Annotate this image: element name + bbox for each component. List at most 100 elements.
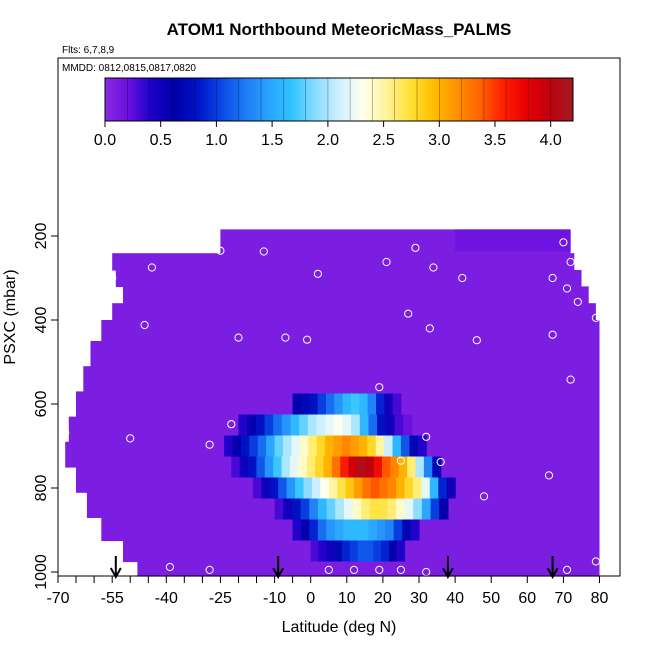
heatmap-cell — [292, 393, 302, 415]
heatmap-cell — [429, 477, 439, 499]
observation-marker — [140, 320, 149, 330]
arrow-head — [546, 567, 559, 580]
x-tick-label: -10 — [263, 590, 286, 607]
heatmap-cell — [334, 393, 344, 415]
heatmap-cell — [335, 498, 345, 520]
heatmap-band — [112, 303, 596, 321]
heatmap-cell — [423, 456, 433, 478]
arrow-markers — [109, 556, 559, 580]
y-tick-label: 600 — [33, 391, 50, 418]
heatmap-cell — [373, 540, 382, 562]
heatmap-cell — [301, 393, 310, 415]
heatmap-cell — [384, 393, 394, 415]
chart-title: ATOM1 Northbound MeteoricMass_PALMS — [167, 20, 512, 39]
heatmap-cell — [317, 498, 328, 520]
heatmap-cell — [350, 435, 360, 457]
heatmap-cell — [342, 393, 352, 415]
heatmap-cell — [349, 540, 359, 562]
x-tick-label: 40 — [446, 590, 464, 607]
observation-marker — [562, 565, 572, 575]
observation-marker — [165, 562, 174, 572]
observation-marker — [227, 420, 236, 429]
heatmap-cell — [278, 477, 288, 499]
colorbar-tick-label: 4.0 — [540, 132, 562, 149]
heatmap-cell — [359, 393, 369, 415]
heatmap-cell — [283, 435, 292, 457]
heatmap-cell — [387, 498, 397, 520]
observation-marker — [436, 457, 445, 467]
observation-marker — [205, 565, 214, 575]
heatmap-cell — [404, 477, 414, 499]
observation-marker — [303, 335, 312, 344]
plot-frame — [57, 57, 621, 577]
heatmap-cell — [331, 456, 341, 478]
observation-marker — [313, 269, 322, 278]
heatmap-cell — [281, 456, 291, 478]
y-axis-label: PSXC (mbar) — [2, 269, 19, 364]
heatmap-cell — [326, 498, 336, 520]
observation-marker — [216, 246, 225, 255]
heatmap-cell — [299, 435, 309, 457]
heatmap-cell — [261, 477, 271, 499]
heatmap-cell — [382, 456, 391, 478]
heatmap-cell — [299, 414, 309, 436]
heatmap-cell — [368, 414, 378, 436]
x-tick-label: -40 — [155, 590, 178, 607]
heatmap-cell — [373, 456, 383, 478]
colorbar-gradient — [105, 78, 573, 121]
heatmap-cell — [345, 477, 355, 499]
heatmap-cell — [283, 498, 293, 520]
heatmap-cell — [317, 393, 327, 415]
heatmap-cell — [274, 498, 284, 520]
observation-marker — [544, 471, 554, 480]
heatmap-cell — [402, 519, 412, 541]
observation-marker — [548, 273, 557, 283]
heatmap-cell — [295, 477, 305, 499]
heatmap-cell — [413, 498, 423, 520]
heatmap-cell — [377, 414, 387, 436]
heatmap-cell — [238, 414, 248, 436]
observation-marker — [566, 375, 575, 384]
heatmap-cell — [348, 456, 358, 478]
heatmap-cell — [325, 414, 335, 436]
heatmap-cell — [326, 540, 335, 562]
observation-marker — [562, 284, 572, 293]
y-axis: 200 400 600 800 1000 — [33, 223, 58, 590]
heatmap-cell — [231, 456, 241, 478]
heatmap-cell — [264, 456, 274, 478]
heatmap-cell — [326, 519, 336, 541]
x-tick-label: 60 — [518, 590, 536, 607]
heatmap-cell — [370, 477, 380, 499]
x-tick-label: 30 — [410, 590, 428, 607]
observation-marker — [375, 383, 384, 392]
heatmap-cell — [269, 477, 279, 499]
heatmap-cell — [354, 477, 363, 499]
heatmap-cell — [334, 519, 344, 541]
observation-marker — [458, 273, 467, 283]
heatmap-cell — [392, 393, 402, 415]
heatmap-cell — [291, 498, 302, 520]
heatmap-cell — [333, 435, 343, 457]
heatmap-cell — [421, 477, 431, 499]
x-tick-label: 80 — [591, 590, 609, 607]
heatmap-cell — [413, 477, 422, 499]
heatmap-cell — [356, 456, 366, 478]
colorbar: 0.0 0.5 1.0 1.5 2.0 2.5 3.0 3.5 4.0 — [94, 77, 574, 149]
heatmap-cell — [289, 456, 299, 478]
colorbar-tick-label: 1.0 — [205, 132, 227, 149]
heatmap-cell — [430, 498, 440, 520]
flights-note: Flts: 6,7,8,9 — [62, 45, 115, 56]
heatmap-cell — [252, 477, 262, 499]
heatmap-band — [112, 253, 575, 271]
heatmap-cell — [303, 477, 313, 499]
heatmap-cell — [388, 540, 398, 562]
observation-marker — [259, 247, 268, 256]
observation-marker — [396, 456, 405, 465]
heatmap-cell — [395, 498, 406, 520]
heatmap-band — [137, 561, 600, 577]
heatmap-cell — [232, 435, 242, 457]
observation-marker — [205, 440, 214, 449]
heatmap-cell — [375, 435, 385, 457]
heatmap-cell — [396, 540, 406, 562]
observation-marker — [422, 432, 431, 441]
